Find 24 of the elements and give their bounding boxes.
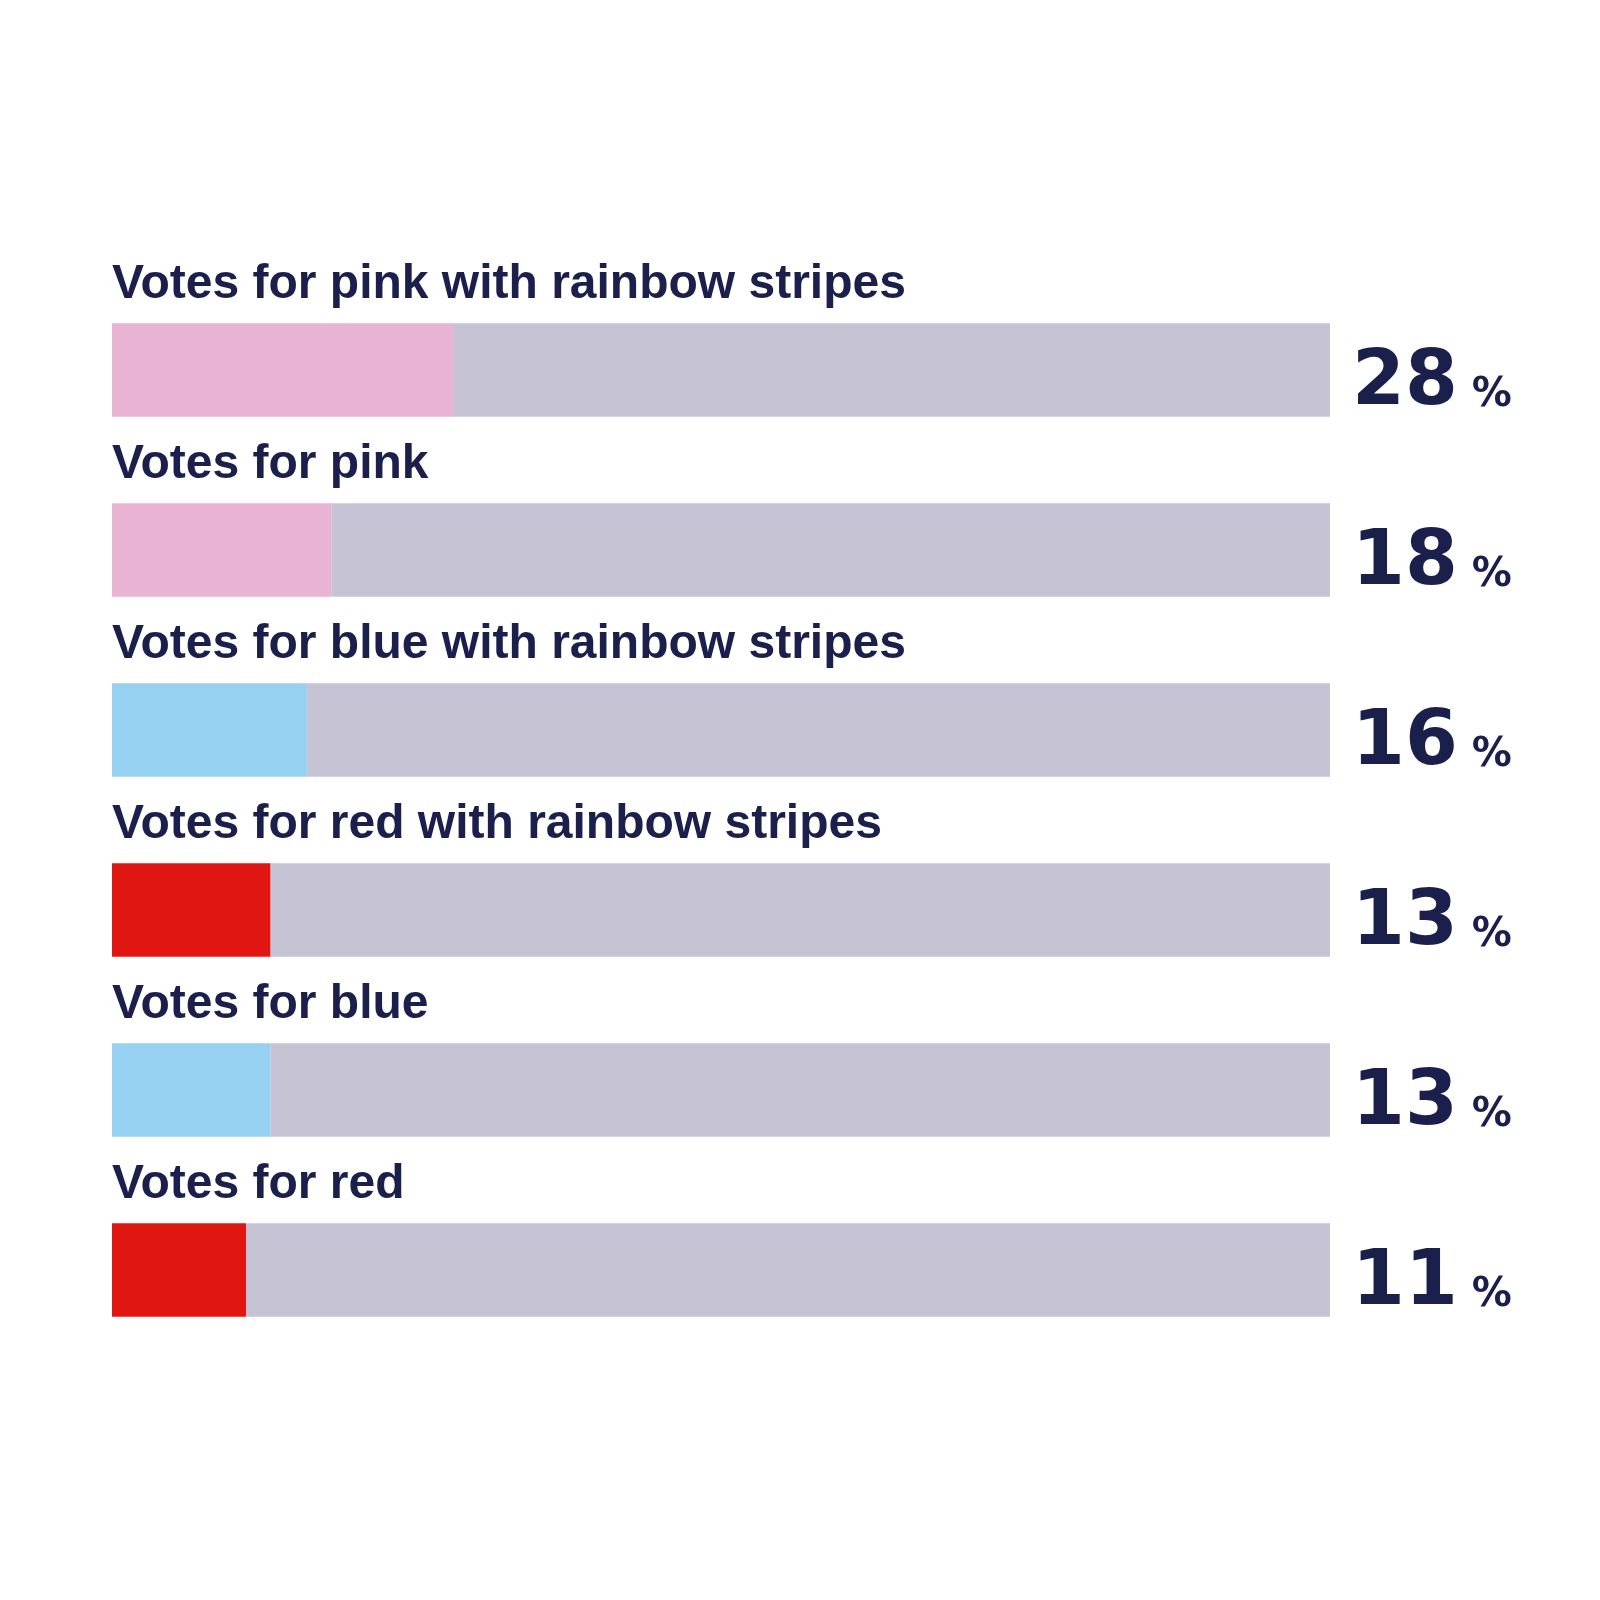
- bar: [306, 683, 1330, 777]
- data-label: 11 %: [1352, 1233, 1512, 1322]
- data-label: 18 %: [1352, 513, 1512, 602]
- bar: [245, 1223, 1330, 1317]
- bar: [331, 503, 1330, 597]
- bar: [112, 1223, 246, 1317]
- data-label: 28 %: [1352, 333, 1512, 422]
- bar: [112, 683, 307, 777]
- y-tick-label: Votes for pink: [112, 435, 429, 489]
- y-tick-label: Votes for blue: [112, 975, 429, 1029]
- y-tick-label: Votes for red: [112, 1155, 405, 1209]
- data-label: 13 %: [1352, 873, 1512, 962]
- bar: [112, 503, 332, 597]
- bar: [112, 1043, 271, 1137]
- y-tick-label: Votes for red with rainbow stripes: [112, 795, 882, 849]
- bar: [453, 323, 1330, 417]
- y-tick-label: Votes for pink with rainbow stripes: [112, 255, 906, 309]
- data-label: 16 %: [1352, 693, 1512, 782]
- bar: [112, 863, 271, 957]
- bar: [270, 863, 1330, 957]
- bar: [112, 323, 454, 417]
- data-label: 13 %: [1352, 1053, 1512, 1142]
- bar: [270, 1043, 1330, 1137]
- y-tick-label: Votes for blue with rainbow stripes: [112, 615, 906, 669]
